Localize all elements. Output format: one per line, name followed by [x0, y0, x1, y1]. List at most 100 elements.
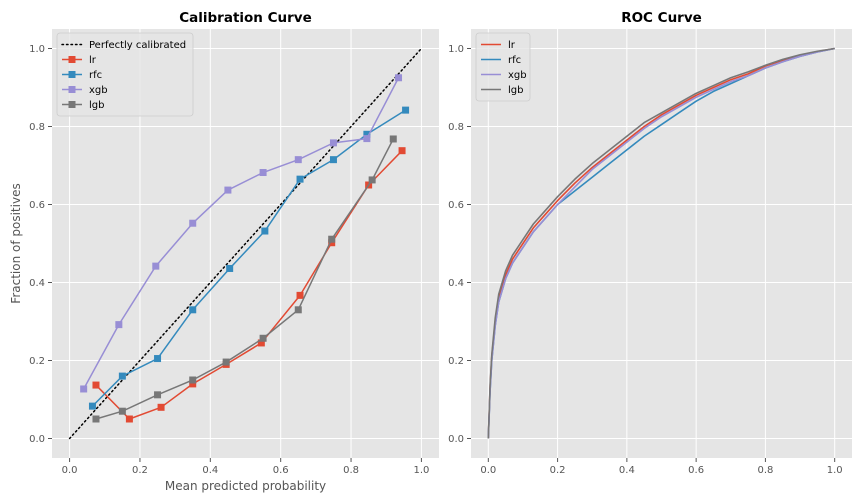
roc-title: ROC Curve: [621, 10, 702, 26]
y-tick-label: 0.6: [29, 200, 45, 211]
legend-label: Perfectly calibrated: [89, 40, 186, 51]
legend-label: rfc: [89, 70, 102, 81]
data-point-xgb: [115, 321, 123, 329]
calibration-title: Calibration Curve: [179, 10, 312, 26]
roc-plot-area: [487, 47, 835, 439]
data-point-lr: [257, 339, 265, 347]
data-point-rfc: [329, 156, 337, 164]
x-tick-label: 1.0: [413, 465, 429, 476]
legend-marker: [68, 101, 76, 108]
y-tick-label: 0.2: [448, 356, 464, 367]
calibration-x-axis-label: Mean predicted probability: [165, 479, 326, 493]
legend-box: [475, 32, 531, 102]
series-line-rfc: [91, 109, 406, 407]
y-tick-label: 0.4: [448, 278, 464, 289]
legend-label: lr: [89, 55, 97, 66]
data-point-lgb: [294, 306, 302, 314]
data-point-lgb: [118, 407, 126, 415]
data-point-lgb: [222, 358, 230, 366]
x-tick-label: 0.2: [550, 465, 566, 476]
x-tick-label: 0.6: [273, 465, 289, 476]
data-point-rfc: [296, 175, 304, 183]
data-point-lgb: [92, 415, 100, 423]
legend-label: xgb: [89, 85, 108, 96]
y-tick-label: 0.4: [29, 278, 45, 289]
roc-ticks: 0.0 0.2 0.4 0.6 0.8 1.0 0.0 0.2 0.4 0.6 0.8 1.0: [448, 44, 843, 476]
x-tick-label: 0.4: [202, 465, 218, 476]
legend-marker: [68, 86, 76, 93]
series-line-lgb: [487, 47, 835, 439]
data-point-lr: [92, 381, 100, 389]
data-point-lr: [296, 291, 304, 299]
data-point-rfc: [261, 227, 269, 235]
x-tick-label: 1.0: [827, 465, 843, 476]
x-tick-label: 0.8: [343, 465, 359, 476]
data-point-lgb: [389, 135, 397, 143]
data-point-xgb: [294, 156, 302, 164]
data-point-lgb: [368, 176, 376, 184]
roc-panel: 0.0 0.2 0.4 0.6 0.8 1.0 0.0 0.2 0.4 0.6 0.8 1.0 lr r…: [448, 10, 852, 476]
x-tick-label: 0.6: [688, 465, 704, 476]
calibration-grid: [52, 29, 439, 458]
calibration-ticks: 0.0 0.2 0.4 0.6 0.8 1.0 0.0 0.2 0.4 0.6 0.8 1.0: [29, 44, 429, 476]
series-line-xgb: [83, 77, 400, 390]
legend-label: xgb: [508, 70, 527, 81]
data-point-lr: [398, 147, 406, 155]
y-tick-label: 0.6: [448, 200, 464, 211]
y-tick-label: 0.2: [29, 356, 45, 367]
calibration-y-axis-label: Fraction of positives: [9, 183, 23, 303]
y-tick-label: 0.8: [29, 122, 45, 133]
calibration-panel: 0.0 0.2 0.4 0.6 0.8 1.0 0.0 0.2 0.4 0.6 0.8 1.0 Per…: [9, 10, 439, 493]
data-point-lgb: [154, 391, 162, 399]
series-line-lgb: [95, 138, 394, 420]
data-point-xgb: [363, 135, 371, 143]
data-point-xgb: [259, 169, 267, 177]
y-tick-label: 1.0: [448, 44, 464, 55]
x-tick-label: 0.8: [757, 465, 773, 476]
data-point-rfc: [363, 130, 371, 138]
data-point-xgb: [395, 74, 403, 82]
data-point-rfc: [154, 355, 162, 363]
data-point-xgb: [329, 139, 337, 147]
roc-grid: [471, 29, 852, 458]
data-point-xgb: [80, 385, 88, 393]
roc-axes-background: [471, 29, 852, 458]
data-point-lgb: [328, 235, 336, 243]
calibration-legend: Perfectly calibrated lr rfc xgb lgb: [56, 32, 194, 117]
data-point-lr: [157, 403, 165, 411]
data-point-lr: [328, 239, 336, 247]
roc-legend: lr rfc xgb lgb: [475, 32, 531, 102]
data-point-rfc: [88, 402, 96, 410]
legend-box: [56, 32, 194, 117]
legend-label: lgb: [89, 100, 104, 111]
series-line-lr: [487, 47, 835, 439]
x-tick-label: 0.0: [480, 465, 496, 476]
y-tick-label: 0.0: [29, 434, 45, 445]
data-point-rfc: [226, 264, 234, 272]
data-point-rfc: [118, 372, 126, 380]
data-point-xgb: [189, 219, 197, 227]
data-point-rfc: [402, 106, 410, 114]
legend-label: lgb: [508, 85, 523, 96]
data-point-lgb: [259, 334, 267, 342]
y-tick-label: 1.0: [29, 44, 45, 55]
legend-label: rfc: [508, 55, 521, 66]
data-point-lr: [189, 380, 197, 388]
y-tick-label: 0.0: [448, 434, 464, 445]
x-tick-label: 0.4: [619, 465, 635, 476]
calibration-plot-area: [68, 47, 423, 440]
data-point-xgb: [224, 186, 232, 194]
series-line-lr: [95, 150, 403, 420]
series-line-xgb: [487, 47, 835, 439]
x-tick-label: 0.0: [62, 465, 78, 476]
legend-marker: [68, 71, 76, 78]
y-tick-label: 0.8: [448, 122, 464, 133]
x-tick-label: 0.2: [132, 465, 148, 476]
legend-label: lr: [508, 40, 516, 51]
legend-marker: [68, 56, 76, 63]
data-point-rfc: [189, 306, 197, 314]
data-point-lr: [125, 415, 133, 423]
data-point-lgb: [189, 376, 197, 384]
data-point-xgb: [152, 262, 160, 270]
